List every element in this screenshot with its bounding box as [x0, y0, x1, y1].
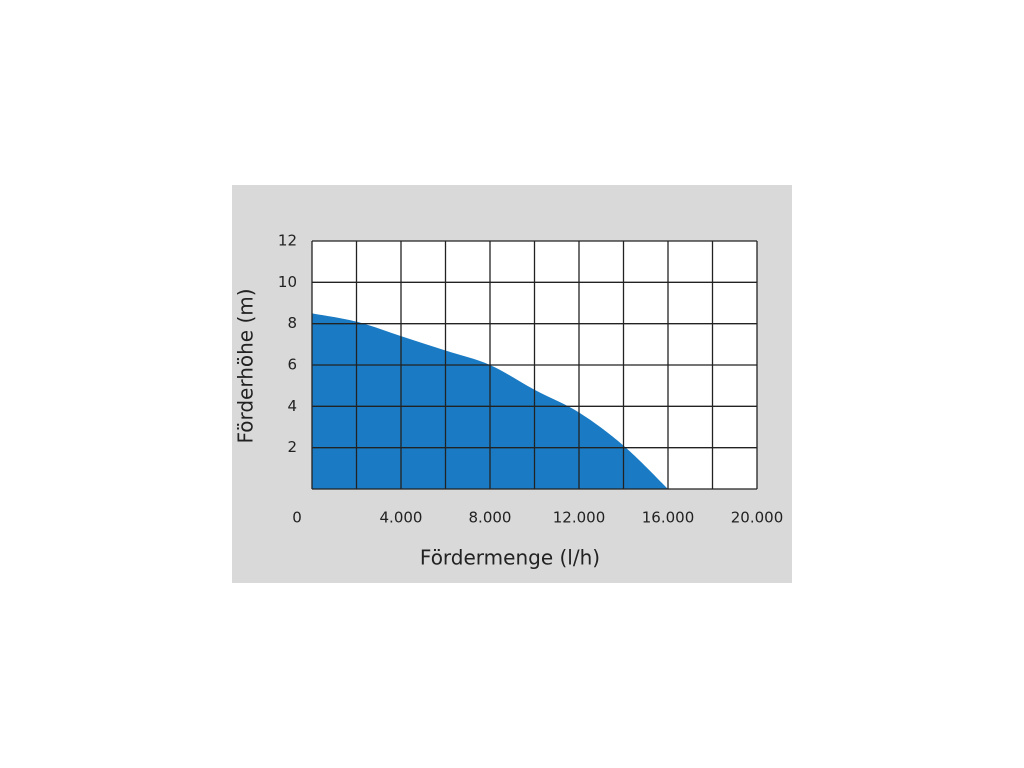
- y-tick-label: 4: [287, 397, 297, 415]
- x-tick-label: 4.000: [380, 509, 423, 527]
- x-tick-label: 12.000: [553, 509, 606, 527]
- x-tick-label: 0: [292, 509, 302, 527]
- x-tick-label: 20.000: [731, 509, 784, 527]
- y-axis-title: Förderhöhe (m): [234, 288, 258, 443]
- y-tick-label: 10: [278, 273, 297, 291]
- x-tick-label: 8.000: [469, 509, 512, 527]
- y-tick-label: 12: [278, 232, 297, 250]
- y-tick-label: 6: [287, 356, 297, 374]
- y-tick-label: 2: [287, 438, 297, 456]
- y-tick-label: 8: [287, 314, 297, 332]
- x-axis-title: Fördermenge (l/h): [420, 546, 600, 570]
- x-tick-label: 16.000: [642, 509, 695, 527]
